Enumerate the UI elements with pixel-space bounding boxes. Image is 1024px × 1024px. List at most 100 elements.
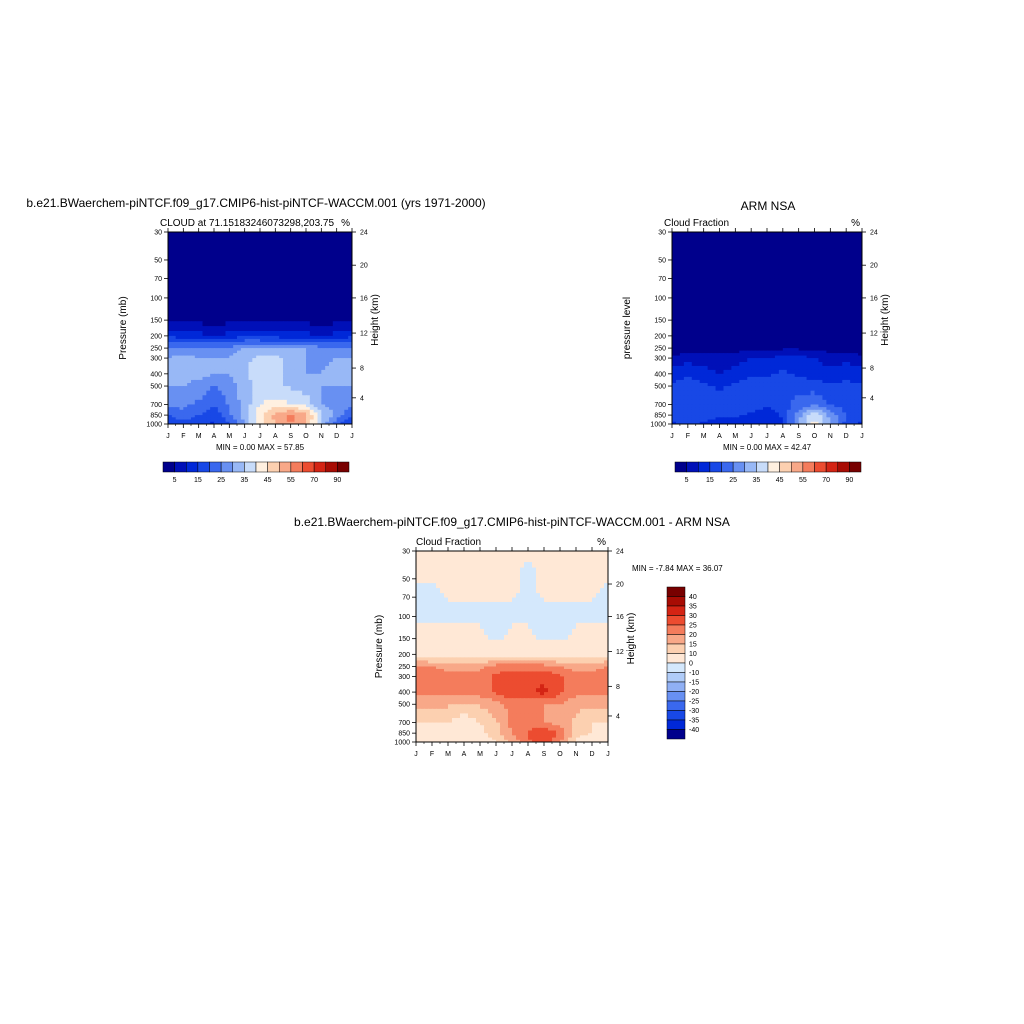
contour-cell <box>723 376 729 381</box>
contour-cell <box>759 369 764 375</box>
contour-cell <box>283 338 288 343</box>
contour-cell <box>790 399 796 406</box>
contour-cell <box>198 278 204 284</box>
contour-cell <box>532 551 537 558</box>
contour-cell <box>699 292 705 299</box>
contour-cell <box>198 237 204 244</box>
contour-cell <box>302 287 307 293</box>
contour-cell <box>830 386 835 392</box>
contour-cell <box>759 415 764 418</box>
contour-cell <box>336 310 342 317</box>
contour-cell <box>237 304 242 311</box>
contour-cell <box>699 353 705 357</box>
contour-cell <box>786 304 792 311</box>
contour-cell <box>233 278 238 284</box>
contour-cell <box>731 326 736 332</box>
contour-cell <box>858 412 862 416</box>
contour-cell <box>679 345 685 349</box>
contour-cell <box>194 355 200 359</box>
contour-cell <box>194 399 200 406</box>
contour-cell <box>248 417 253 421</box>
contour-cell <box>675 338 681 343</box>
contour-cell <box>806 283 812 289</box>
contour-cell <box>687 421 693 424</box>
contour-cell <box>252 298 257 305</box>
contour-cell <box>719 415 725 418</box>
contour-cell <box>248 390 253 396</box>
contour-cell <box>735 335 740 340</box>
contour-cell <box>244 345 250 349</box>
contour-cell <box>256 341 261 346</box>
contour-cell <box>325 237 330 244</box>
contour-cell <box>707 412 713 416</box>
contour-cell <box>210 404 215 408</box>
contour-cell <box>168 321 173 327</box>
contour-cell <box>814 399 820 406</box>
contour-cell <box>699 373 705 378</box>
contour-cell <box>778 298 784 305</box>
contour-cell <box>329 376 334 381</box>
contour-cell <box>168 341 173 346</box>
contour-cell <box>313 415 319 418</box>
contour-cell <box>294 412 299 416</box>
contour-cell <box>179 404 184 408</box>
contour-cell <box>275 373 280 378</box>
contour-cell <box>248 310 253 317</box>
contour-cell <box>302 254 307 260</box>
contour-cell <box>794 316 800 322</box>
contour-cell <box>715 278 721 284</box>
contour-cell <box>271 373 276 378</box>
contour-cell <box>248 350 253 354</box>
contour-cell <box>252 419 257 423</box>
contour-cell <box>846 283 851 289</box>
contour-cell <box>217 386 223 392</box>
contour-cell <box>336 341 342 346</box>
contour-cell <box>830 259 835 265</box>
contour-cell <box>237 355 242 359</box>
contour-cell <box>675 237 681 244</box>
contour-cell <box>252 373 257 378</box>
contour-cell <box>763 407 768 411</box>
contour-cell <box>237 345 242 349</box>
contour-cell <box>348 362 352 367</box>
contour-cell <box>225 404 230 408</box>
contour-cell <box>325 259 330 265</box>
colorbar-box <box>232 461 245 473</box>
contour-cell <box>225 399 230 406</box>
contour-cell <box>786 373 792 378</box>
contour-cell <box>321 298 326 305</box>
contour-cell <box>798 373 804 378</box>
contour-cell <box>715 399 721 406</box>
contour-cell <box>210 321 215 327</box>
contour-cell <box>283 419 288 423</box>
contour-cell <box>759 379 764 384</box>
contour-cell <box>325 415 330 418</box>
contour-cell <box>225 376 230 381</box>
contour-cell <box>850 298 855 305</box>
contour-cell <box>317 269 322 275</box>
contour-cell <box>194 248 200 255</box>
contour-cell <box>731 409 736 414</box>
contour-cell <box>275 232 280 239</box>
contour-cell <box>221 310 227 317</box>
contour-cell <box>763 404 768 408</box>
contour-cell <box>719 395 725 401</box>
contour-cell <box>348 341 352 346</box>
contour-cell <box>290 382 296 387</box>
contour-cell <box>751 237 756 244</box>
contour-cell <box>275 259 280 265</box>
contour-cell <box>842 369 847 375</box>
contour-cell <box>806 358 812 363</box>
contour-cell <box>711 382 717 387</box>
contour-cell <box>755 365 760 371</box>
contour-cell <box>221 316 227 322</box>
contour-cell <box>171 348 177 352</box>
contour-cell <box>168 310 173 317</box>
contour-cell <box>309 373 315 378</box>
contour-cell <box>260 330 265 337</box>
contour-cell <box>260 407 265 411</box>
contour-cell <box>830 412 835 416</box>
contour-cell <box>202 243 207 250</box>
contour-cell <box>294 345 299 349</box>
contour-cell <box>440 556 445 563</box>
